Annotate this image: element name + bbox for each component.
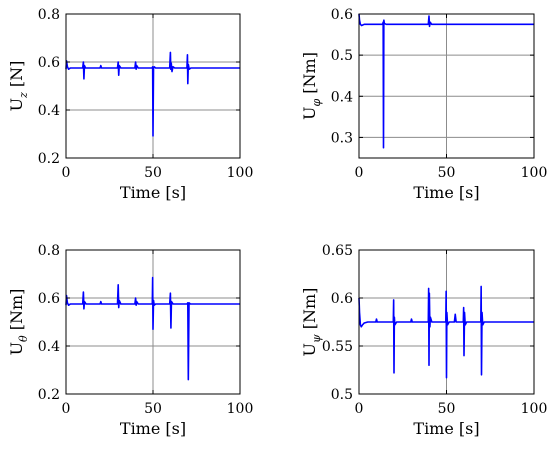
x-tick-label: 100 [227, 165, 254, 181]
y-tick-label: 0.4 [38, 103, 60, 119]
x-tick-label: 100 [521, 165, 548, 181]
x-axis-label: Time [s] [120, 419, 186, 438]
y-tick-label: 0.55 [322, 339, 353, 355]
y-tick-label: 0.6 [38, 55, 60, 71]
y-tick-label: 0.5 [331, 387, 353, 403]
x-axis-label: Time [s] [413, 183, 479, 202]
x-tick-label: 0 [355, 401, 364, 417]
series-line [358, 13, 534, 149]
x-tick-label: 0 [62, 165, 71, 181]
y-tick-label: 0.6 [331, 7, 353, 23]
x-tick-label: 100 [227, 401, 254, 417]
series-line [65, 276, 240, 381]
x-tick-label: 50 [144, 165, 162, 181]
y-tick-label: 0.4 [38, 339, 60, 355]
x-tick-label: 50 [438, 401, 456, 417]
y-axis-label: Uψ [Nm] [300, 288, 323, 357]
y-tick-label: 0.5 [331, 48, 353, 64]
y-tick-label: 0.2 [38, 387, 60, 403]
x-axis-label: Time [s] [413, 419, 479, 438]
panel-uphi: 0 50 100 0.3 0.4 0.5 0.6 Time [s] Uφ [Nm] [300, 7, 547, 202]
x-axis-label: Time [s] [120, 183, 186, 202]
y-tick-label: 0.8 [38, 243, 60, 259]
y-tick-label: 0.3 [331, 130, 353, 146]
x-tick-label: 50 [438, 165, 456, 181]
y-tick-label: 0.2 [38, 151, 60, 167]
y-tick-label: 0.6 [331, 291, 353, 307]
y-tick-label: 0.4 [331, 89, 353, 105]
y-axis-label: Uz [N] [7, 61, 30, 112]
y-tick-label: 0.65 [322, 243, 353, 259]
panel-upsi: 0 50 100 0.5 0.55 0.6 0.65 Time [s] Uψ [Nm] [300, 243, 547, 438]
y-tick-label: 0.6 [38, 291, 60, 307]
x-tick-label: 0 [62, 401, 71, 417]
series-line [358, 285, 534, 379]
panel-utheta: 0 50 100 0.2 0.4 0.6 0.8 Time [s] Uθ [Nm] [7, 243, 253, 438]
series-line [65, 51, 240, 137]
x-tick-label: 100 [521, 401, 548, 417]
y-axis-label: Uφ [Nm] [300, 52, 323, 120]
x-tick-label: 50 [144, 401, 162, 417]
y-axis-label: Uθ [Nm] [7, 289, 30, 356]
panel-uz: 0 50 100 0.2 0.4 0.6 0.8 Time [s] Uz [N] [7, 7, 253, 202]
x-tick-label: 0 [355, 165, 364, 181]
y-tick-label: 0.8 [38, 7, 60, 23]
